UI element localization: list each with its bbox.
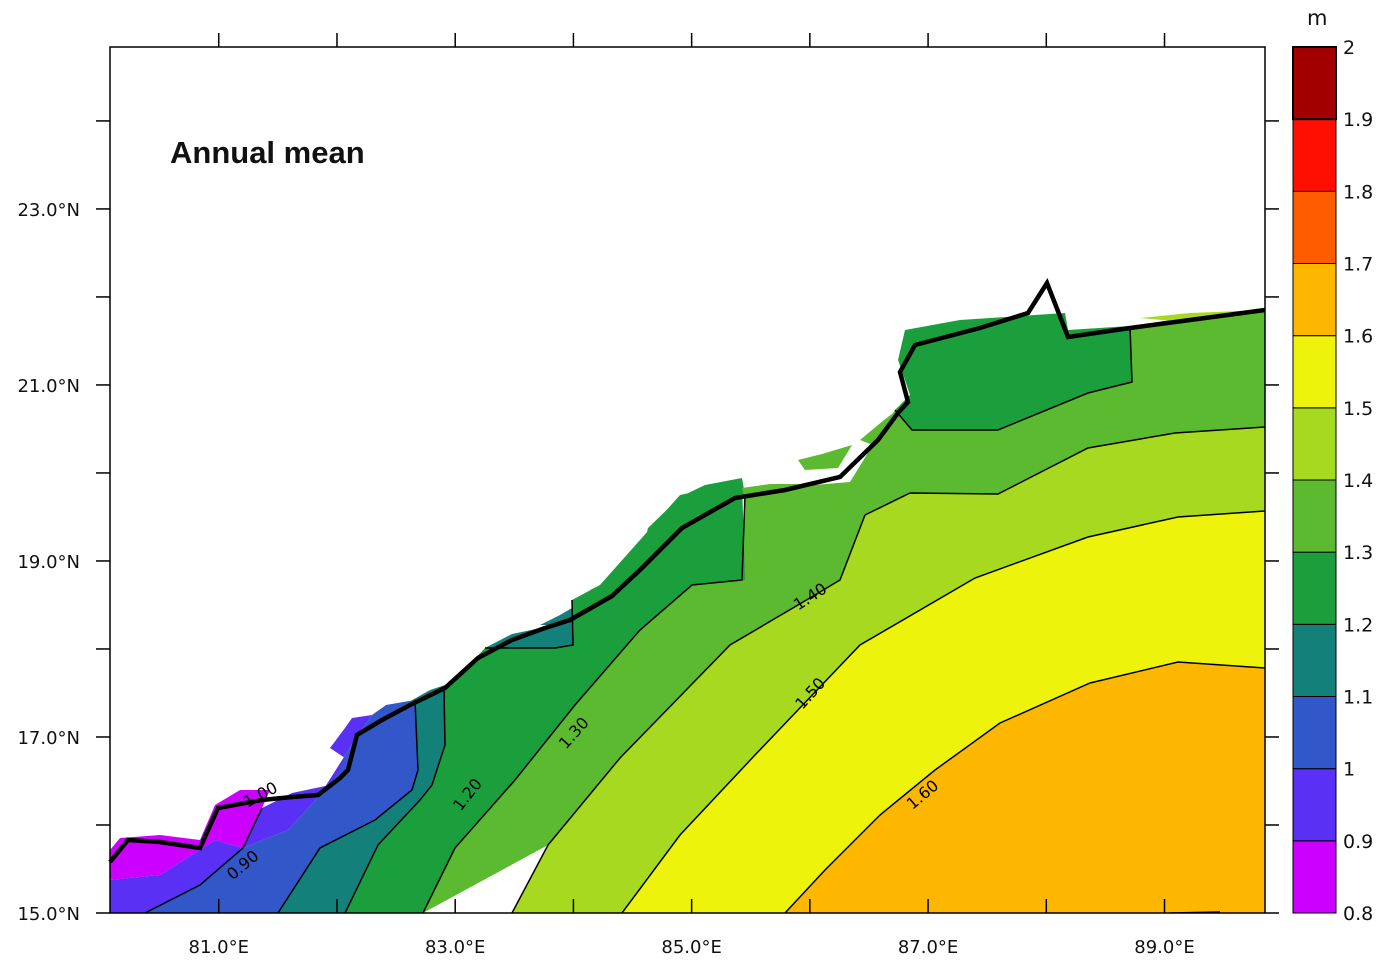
contour-line-1.10 <box>344 689 446 913</box>
contour-line-0.90 <box>144 807 263 913</box>
colorbar-segment <box>1292 623 1337 697</box>
colorbar-segment <box>1292 118 1337 192</box>
colorbar-segment <box>1292 407 1337 481</box>
coast-fringe-green-2 <box>640 478 745 560</box>
colorbar: 0.8 0.9 1 1.1 1.2 1.3 1.4 1.5 1.6 1.7 1.8 1.9 2 <box>1292 37 1373 925</box>
colorbar-level-label: 1.6 <box>1343 326 1373 348</box>
band-1.5-1.6 <box>622 511 1265 913</box>
band-1.0-1.1 <box>145 700 418 913</box>
colorbar-level-label: 0.8 <box>1343 903 1373 925</box>
colorbar-level-label: 1.8 <box>1343 181 1373 203</box>
colorbar-segment <box>1292 46 1337 121</box>
colorbar-segment <box>1292 840 1337 914</box>
colorbar-segment <box>1292 263 1337 337</box>
band-0.9-1.0 <box>110 715 372 913</box>
colorbar-segment <box>1292 479 1337 553</box>
band-1.4-1.5 <box>512 427 1265 913</box>
contour-line-1.00 <box>277 699 419 913</box>
contour-line-1.20 <box>422 494 746 913</box>
contour-line-1.30b <box>894 325 1133 431</box>
contour-line-1.50 <box>784 661 1265 913</box>
y-tick-label: 23.0°N <box>17 200 80 221</box>
colorbar-level-label: 1.4 <box>1343 470 1373 492</box>
coast-fringe-lime-3 <box>860 410 897 444</box>
band-1.1-1.2 <box>278 620 573 913</box>
x-tick-label: 83.0°E <box>425 937 485 958</box>
coast-fringe-lime-2 <box>798 445 852 470</box>
y-tick-label: 19.0°N <box>17 552 80 573</box>
colorbar-level-label: 1.9 <box>1343 109 1373 131</box>
band-1.6-1.7 <box>785 662 1265 913</box>
colorbar-level-label: 1.2 <box>1343 614 1373 636</box>
colorbar-level-label: 1.5 <box>1343 398 1373 420</box>
x-tick-label: 81.0°E <box>189 937 249 958</box>
plot-frame <box>109 46 1266 914</box>
contour-line-1.30 <box>511 426 1265 913</box>
colorbar-level-label: 0.9 <box>1343 831 1373 853</box>
band-1.3-1.4 <box>423 310 1265 913</box>
band-1.2-1.3 <box>345 313 1132 913</box>
coast-fringe-green <box>590 580 630 596</box>
chart-title: Annual mean <box>170 135 365 170</box>
colorbar-segment <box>1292 551 1337 625</box>
y-tick-label: 17.0°N <box>17 728 80 749</box>
x-tick-label: 89.0°E <box>1134 937 1194 958</box>
axis-ticks: 81.0°E 83.0°E 85.0°E 87.0°E 89.0°E 15.0°N 17.0… <box>17 33 1279 958</box>
band-0.8-0.9 <box>110 790 270 880</box>
contour-fill-field <box>110 310 1265 913</box>
colorbar-segment <box>1292 190 1337 264</box>
colorbar-level-label: 1.3 <box>1343 542 1373 564</box>
contour-line-1.40 <box>621 510 1265 913</box>
coastline <box>108 278 1266 864</box>
colorbar-level-label: 2 <box>1343 37 1355 59</box>
y-tick-label: 21.0°N <box>17 376 80 397</box>
colorbar-segment <box>1292 768 1337 842</box>
colorbar-segment <box>1292 335 1337 409</box>
colorbar-level-label: 1.7 <box>1343 254 1373 276</box>
x-tick-label: 87.0°E <box>898 937 958 958</box>
coast-fringe-teal <box>400 685 446 707</box>
contour-line-1.20b <box>485 599 574 649</box>
x-tick-label: 85.0°E <box>661 937 721 958</box>
colorbar-units: m <box>1307 6 1327 30</box>
colorbar-level-label: 1 <box>1343 759 1355 781</box>
colorbar-level-label: 1.1 <box>1343 687 1373 709</box>
y-tick-label: 15.0°N <box>17 904 80 925</box>
colorbar-segment <box>1292 696 1337 770</box>
